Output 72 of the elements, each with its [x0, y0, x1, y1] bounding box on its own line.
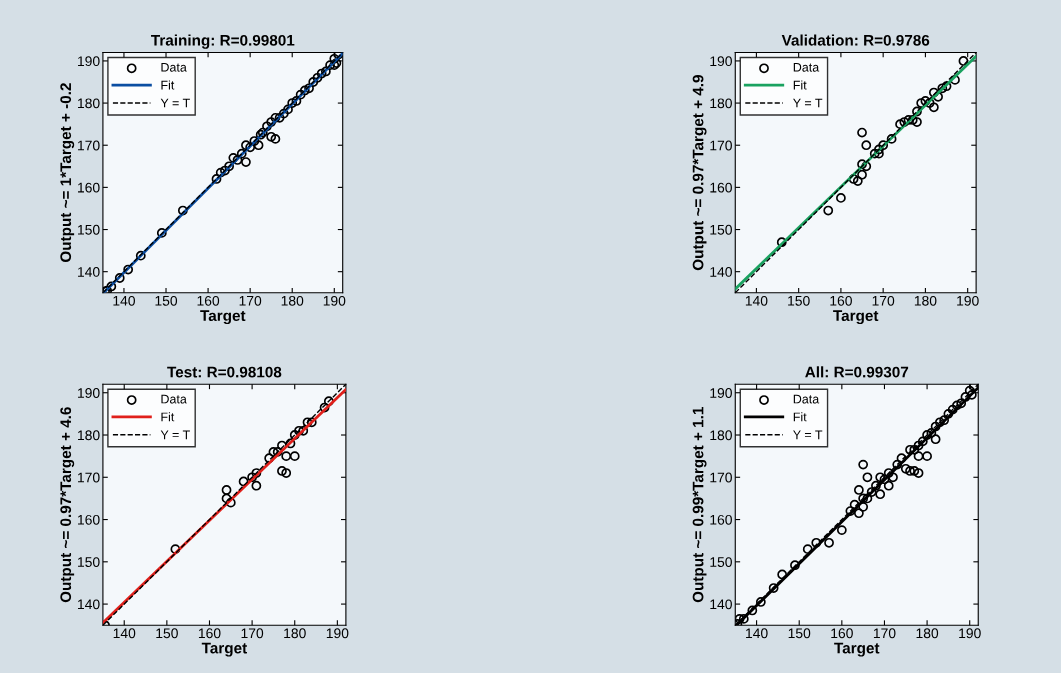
- x-tick-label: 150: [156, 628, 178, 639]
- y-tick-label: 140: [78, 599, 100, 610]
- y-tick-label: 170: [78, 472, 100, 483]
- y-tick-label: 160: [710, 514, 732, 525]
- x-axis-title: Target: [833, 310, 879, 325]
- legend-label: Fit: [793, 80, 807, 90]
- legend-label: Fit: [793, 412, 807, 422]
- y-tick-label: 180: [78, 430, 100, 441]
- legend-label: Fit: [161, 412, 175, 422]
- y-tick-label: 190: [710, 56, 732, 67]
- y-tick-label: 180: [710, 98, 732, 109]
- x-tick-label: 180: [916, 628, 939, 639]
- y-tick-label: 190: [78, 56, 100, 67]
- legend-label: Y = T: [160, 98, 190, 108]
- y-tick-label: 150: [710, 224, 732, 235]
- x-axis-title: Target: [201, 642, 247, 657]
- y-tick-label: 180: [710, 430, 732, 441]
- x-tick-label: 190: [957, 295, 979, 306]
- y-tick-label: 140: [78, 267, 100, 277]
- y-tick-label: 190: [710, 388, 732, 398]
- x-tick-label: 180: [914, 295, 937, 306]
- x-tick-label: 170: [239, 295, 262, 306]
- x-tick-label: 160: [830, 295, 852, 306]
- x-tick-label: 160: [831, 628, 853, 639]
- x-tick-label: 150: [788, 295, 810, 306]
- legend-label: Y = T: [160, 430, 190, 440]
- y-axis-title: Output ~= 0.99*Target + 1.1: [692, 407, 707, 603]
- y-tick-label: 170: [710, 472, 732, 483]
- y-axis-title: Output ~= 0.97*Target + 4.6: [60, 407, 75, 603]
- x-tick-label: 160: [197, 295, 220, 306]
- x-tick-label: 170: [241, 628, 264, 639]
- legend-label: Data: [793, 62, 820, 72]
- x-tick-label: 170: [872, 295, 895, 306]
- x-tick-label: 190: [323, 295, 346, 306]
- x-tick-label: 180: [281, 295, 304, 306]
- x-tick-label: 190: [326, 628, 349, 639]
- x-tick-label: 140: [113, 628, 136, 639]
- legend-label: Fit: [161, 80, 175, 90]
- x-tick-label: 170: [873, 628, 896, 639]
- y-tick-label: 180: [78, 98, 100, 109]
- y-axis-title: Output ~= 0.97*Target + 4.9: [692, 75, 707, 271]
- x-tick-label: 160: [198, 628, 221, 639]
- y-tick-label: 190: [78, 388, 100, 398]
- y-tick-label: 160: [78, 514, 100, 525]
- x-tick-label: 150: [155, 295, 178, 306]
- chart-title: Validation: R=0.9786: [781, 34, 930, 46]
- x-axis-title: Target: [834, 642, 880, 657]
- y-tick-label: 150: [78, 224, 100, 235]
- x-tick-label: 140: [113, 295, 135, 306]
- chart-title: All: R=0.99307: [805, 366, 909, 378]
- x-tick-label: 190: [959, 628, 981, 639]
- y-axis-title: Output ~= 1*Target + -0.2: [60, 83, 75, 263]
- x-tick-label: 140: [746, 628, 768, 639]
- x-tick-label: 180: [284, 628, 306, 639]
- legend-label: Y = T: [793, 98, 823, 108]
- chart-title: Training: R=0.99801: [151, 34, 295, 49]
- y-tick-label: 170: [78, 140, 100, 151]
- y-tick-label: 140: [710, 267, 732, 277]
- y-tick-label: 160: [710, 182, 732, 193]
- legend-label: Data: [793, 394, 820, 404]
- legend-label: Data: [161, 62, 187, 72]
- y-tick-label: 160: [78, 182, 100, 193]
- y-tick-label: 170: [710, 140, 732, 151]
- y-tick-label: 150: [78, 557, 100, 567]
- x-tick-label: 150: [788, 628, 811, 639]
- chart-title: Test: R=0.98108: [167, 366, 282, 378]
- y-tick-label: 140: [710, 599, 732, 610]
- legend-label: Y = T: [793, 430, 823, 440]
- legend-label: Data: [161, 394, 187, 404]
- x-tick-label: 140: [745, 295, 768, 306]
- y-tick-label: 150: [710, 557, 732, 567]
- x-axis-title: Target: [200, 310, 246, 325]
